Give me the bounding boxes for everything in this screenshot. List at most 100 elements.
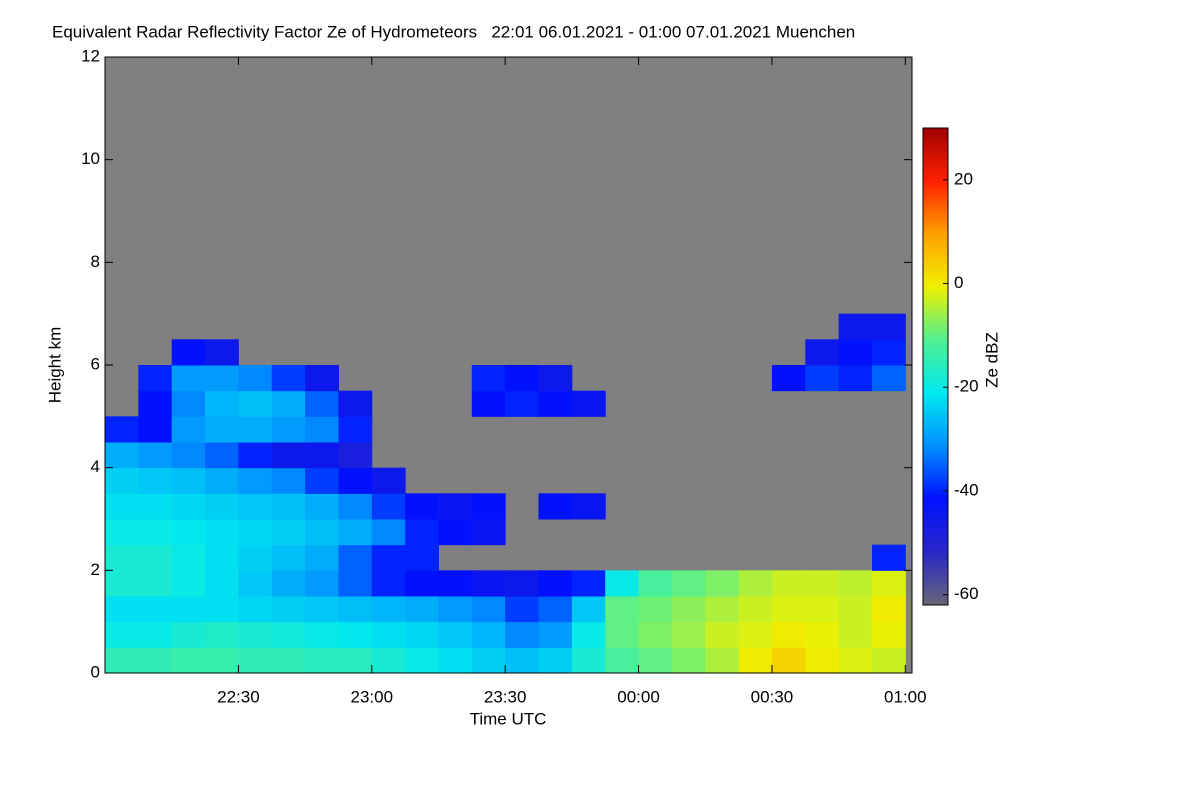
- cell: [305, 390, 339, 417]
- cell: [571, 621, 606, 648]
- cell: [405, 544, 439, 571]
- cell: [171, 416, 206, 443]
- cell: [571, 493, 606, 520]
- cell: [405, 519, 439, 546]
- cell: [571, 647, 606, 673]
- cell: [171, 467, 206, 494]
- x-tick-label: 01:00: [884, 687, 927, 706]
- cell: [871, 544, 906, 571]
- x-tick-label: 23:00: [351, 687, 394, 706]
- cell: [271, 596, 306, 623]
- cell: [538, 365, 573, 392]
- cell: [605, 596, 640, 623]
- cell: [105, 544, 139, 571]
- cell: [205, 647, 239, 673]
- cell: [571, 390, 606, 417]
- y-tick-label: 6: [91, 354, 100, 373]
- cell: [671, 596, 706, 623]
- cell: [205, 596, 239, 623]
- cell: [838, 570, 873, 597]
- cell: [171, 365, 206, 392]
- cell: [271, 493, 306, 520]
- cell: [205, 416, 239, 443]
- y-tick-label: 10: [81, 149, 100, 168]
- cell: [505, 596, 540, 623]
- cell: [805, 365, 840, 392]
- x-tick-label: 00:30: [751, 687, 794, 706]
- cell: [205, 544, 239, 571]
- cell: [471, 570, 506, 597]
- cell: [638, 647, 673, 673]
- cell: [305, 493, 339, 520]
- cell: [405, 621, 439, 648]
- cell: [338, 544, 373, 571]
- cell: [338, 416, 373, 443]
- cell: [138, 621, 173, 648]
- cell: [338, 621, 373, 648]
- cell: [471, 596, 506, 623]
- x-tick-label: 23:30: [484, 687, 527, 706]
- cell: [438, 519, 473, 546]
- cell: [371, 596, 406, 623]
- cell: [338, 519, 373, 546]
- cell: [305, 467, 339, 494]
- cell: [471, 365, 506, 392]
- cell: [171, 339, 206, 366]
- cell: [338, 570, 373, 597]
- cell: [238, 493, 273, 520]
- cell: [471, 621, 506, 648]
- cell: [538, 390, 573, 417]
- x-tick-label: 22:30: [217, 687, 260, 706]
- cell: [305, 365, 339, 392]
- x-tick-label: 00:00: [617, 687, 660, 706]
- cell: [605, 570, 640, 597]
- cell: [738, 621, 773, 648]
- cell: [371, 570, 406, 597]
- cell: [238, 416, 273, 443]
- cell: [105, 647, 139, 673]
- cell: [171, 519, 206, 546]
- cell: [705, 596, 740, 623]
- cell: [438, 596, 473, 623]
- y-tick-label: 2: [91, 560, 100, 579]
- cell: [105, 570, 139, 597]
- cell: [238, 519, 273, 546]
- cell: [171, 570, 206, 597]
- cell: [271, 442, 306, 469]
- cell: [671, 647, 706, 673]
- cell: [371, 621, 406, 648]
- cell: [405, 596, 439, 623]
- colorbar-tick-label: -60: [954, 584, 979, 603]
- heatmap: [105, 313, 906, 673]
- cell: [805, 596, 840, 623]
- cell: [338, 493, 373, 520]
- chart-title: Equivalent Radar Reflectivity Factor Ze …: [52, 22, 855, 41]
- cell: [871, 596, 906, 623]
- colorbar-label: Ze dBZ: [982, 332, 1001, 388]
- colorbar-tick-label: -20: [954, 377, 979, 396]
- cell: [805, 647, 840, 673]
- cell: [238, 570, 273, 597]
- cell: [405, 570, 439, 597]
- cell: [405, 493, 439, 520]
- cell: [238, 442, 273, 469]
- cell: [138, 519, 173, 546]
- cell: [505, 390, 540, 417]
- y-tick-label: 4: [91, 457, 100, 476]
- cell: [138, 647, 173, 673]
- cell: [205, 442, 239, 469]
- cell: [738, 647, 773, 673]
- cell: [205, 621, 239, 648]
- cell: [805, 339, 840, 366]
- cell: [138, 493, 173, 520]
- cell: [771, 596, 806, 623]
- cell: [438, 570, 473, 597]
- cell: [338, 647, 373, 673]
- cell: [805, 570, 840, 597]
- cell: [638, 570, 673, 597]
- cell: [438, 647, 473, 673]
- cell: [505, 621, 540, 648]
- cell: [271, 647, 306, 673]
- cell: [771, 365, 806, 392]
